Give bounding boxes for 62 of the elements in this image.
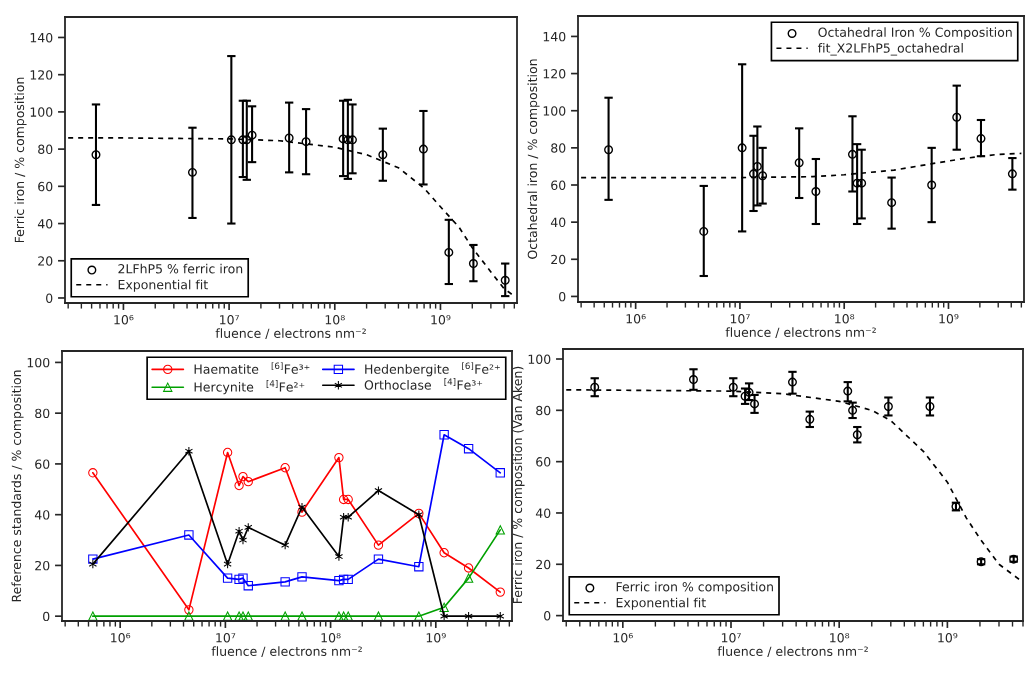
- x-axis-title: fluence / electrons nm⁻²: [215, 328, 366, 339]
- x-axis-title: fluence / electrons nm⁻²: [725, 327, 876, 338]
- y-tick-label: 20: [38, 256, 53, 266]
- x-tick-label: 10⁷: [216, 633, 236, 643]
- legend-label: Ferric iron % composition: [616, 581, 773, 594]
- legend-label: Hercynite $^{[4]}$Fe²⁺: [194, 380, 305, 395]
- y-tick-label: 60: [551, 180, 566, 190]
- y-tick-label: 80: [551, 143, 566, 153]
- y-tick-label: 100: [27, 357, 50, 368]
- x-axis-title: fluence / electrons nm⁻²: [717, 646, 868, 657]
- x-axis-title: fluence / electrons nm⁻²: [211, 646, 362, 657]
- x-tick-label: 10⁹: [426, 633, 446, 643]
- legend-label: Exponential fit: [616, 597, 706, 610]
- y-tick-label: 140: [30, 32, 53, 43]
- y-tick-label: 20: [551, 254, 566, 265]
- y-tick-label: 40: [37, 219, 53, 229]
- y-tick-label: 0: [43, 611, 50, 622]
- y-axis-title: Ferric iron / % composition: [14, 77, 27, 243]
- y-tick-label: 120: [30, 70, 53, 80]
- y-tick-label: 20: [536, 559, 551, 570]
- legend-label: Exponential fit: [118, 279, 208, 292]
- y-tick-label: 60: [38, 181, 53, 192]
- y-tick-label: 80: [35, 408, 50, 419]
- x-tick-label: 10⁸: [325, 315, 345, 325]
- y-tick-label: 0: [559, 291, 566, 302]
- x-tick-label: 10⁶: [111, 633, 131, 643]
- y-tick-label: 100: [30, 107, 53, 117]
- y-tick-label: 140: [543, 31, 566, 42]
- x-tick-label: 10⁶: [114, 315, 134, 325]
- x-tick-label: 10⁷: [730, 314, 750, 324]
- y-tick-label: 120: [543, 69, 566, 79]
- legend-label: Orthoclase $^{[4]}$Fe³⁺: [364, 378, 483, 390]
- x-tick-label: 10⁶: [613, 633, 633, 643]
- x-tick-label: 10⁸: [321, 633, 341, 643]
- y-tick-label: 40: [34, 510, 50, 520]
- x-tick-label: 10⁸: [835, 314, 855, 324]
- legend-label: fit_X2LFhP5_octahedral: [817, 43, 963, 56]
- y-axis-title: Octahedral iron / % composition: [527, 59, 540, 259]
- legend-label: Hedenbergite $^{[6]}$Fe²⁺: [365, 362, 500, 377]
- legend-label: Octahedral Iron % Composition: [818, 27, 1012, 40]
- y-axis-title: Reference standards / % composition: [11, 370, 24, 602]
- y-tick-label: 40: [550, 217, 566, 228]
- y-tick-label: 20: [35, 560, 50, 571]
- x-tick-label: 10⁷: [721, 633, 741, 643]
- x-tick-label: 10⁹: [431, 315, 451, 325]
- y-tick-label: 0: [544, 611, 551, 621]
- y-tick-label: 60: [35, 459, 50, 469]
- legend-label: 2LFhP5 % ferric iron: [118, 263, 243, 274]
- x-tick-label: 10⁹: [939, 314, 959, 324]
- y-tick-label: 60: [536, 457, 551, 467]
- y-tick-label: 40: [535, 508, 551, 518]
- x-tick-label: 10⁷: [220, 315, 239, 325]
- y-axis-title: Ferric iron / % composition (Van Aken): [512, 366, 525, 604]
- y-tick-label: 0: [46, 293, 53, 303]
- x-tick-label: 10⁶: [626, 314, 646, 324]
- x-tick-label: 10⁹: [938, 633, 958, 643]
- y-tick-label: 80: [536, 405, 551, 416]
- y-tick-label: 80: [38, 144, 53, 155]
- y-tick-label: 100: [543, 106, 566, 116]
- x-tick-label: 10⁸: [830, 633, 850, 643]
- legend-label: Haematite $^{[6]}$Fe³⁺: [194, 362, 310, 374]
- y-tick-label: 100: [528, 354, 551, 364]
